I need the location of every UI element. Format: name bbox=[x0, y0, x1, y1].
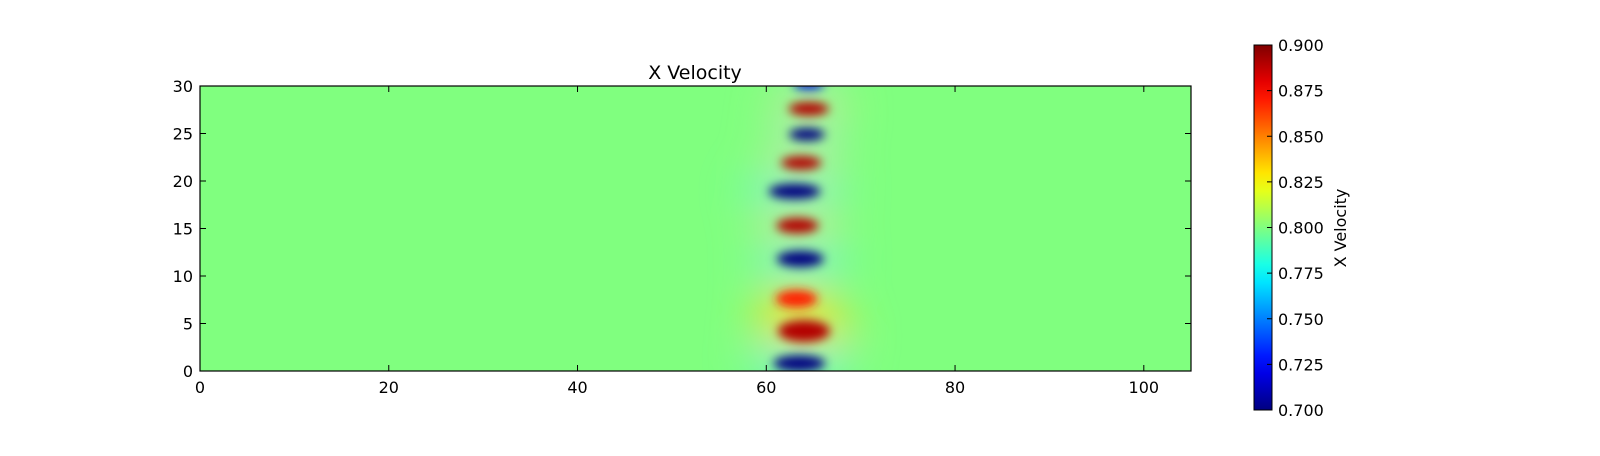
chart-title: X Velocity bbox=[648, 62, 742, 84]
x-tick-label: 20 bbox=[379, 378, 399, 397]
heatmap-feature bbox=[776, 218, 819, 234]
x-axis: 0 20 40 60 80 100 bbox=[195, 86, 1159, 397]
heatmap-feature bbox=[778, 320, 830, 343]
x-tick-label: 60 bbox=[756, 378, 776, 397]
y-tick-label: 10 bbox=[173, 267, 193, 286]
colorbar: 0.700 0.725 0.750 0.775 0.800 0.825 0.850 0.875… bbox=[1253, 36, 1350, 420]
heatmap-feature bbox=[780, 156, 822, 170]
heatmap-feature bbox=[773, 355, 826, 371]
y-tick-label: 15 bbox=[173, 220, 193, 239]
colorbar-tick-label: 0.900 bbox=[1278, 36, 1324, 55]
y-tick-label: 5 bbox=[183, 315, 193, 334]
colorbar-label: X Velocity bbox=[1331, 189, 1350, 268]
colorbar-tick-label: 0.750 bbox=[1278, 310, 1324, 329]
heatmap-halo bbox=[777, 86, 840, 92]
colorbar-tick-label: 0.800 bbox=[1278, 219, 1324, 238]
heatmap-feature bbox=[793, 86, 824, 90]
heatmap-feature bbox=[775, 290, 818, 308]
x-tick-label: 80 bbox=[945, 378, 965, 397]
colorbar-tick-label: 0.850 bbox=[1278, 127, 1324, 146]
colorbar-tick-label: 0.700 bbox=[1278, 401, 1324, 420]
y-tick-label: 20 bbox=[173, 172, 193, 191]
y-tick-label: 25 bbox=[173, 125, 193, 144]
x-tick-label: 40 bbox=[567, 378, 587, 397]
colorbar-ticks: 0.700 0.725 0.750 0.775 0.800 0.825 0.850 0.875… bbox=[1267, 36, 1324, 420]
y-tick-label: 30 bbox=[173, 77, 193, 96]
colorbar-tick-label: 0.825 bbox=[1278, 173, 1324, 192]
heatmap-feature bbox=[776, 250, 824, 267]
heatmap-feature bbox=[788, 128, 825, 141]
heatmap-plot-area bbox=[200, 86, 1191, 371]
colorbar-tick-label: 0.775 bbox=[1278, 264, 1324, 283]
heatmap-feature bbox=[768, 183, 821, 200]
y-axis: 0 5 10 15 20 25 30 bbox=[173, 77, 1191, 381]
heatmap-feature bbox=[788, 102, 830, 116]
colorbar-tick-label: 0.875 bbox=[1278, 82, 1324, 101]
x-tick-label: 100 bbox=[1129, 378, 1160, 397]
heatmap-background bbox=[200, 86, 1191, 371]
colorbar-tick-label: 0.725 bbox=[1278, 355, 1324, 374]
y-tick-label: 0 bbox=[183, 362, 193, 381]
heatmap-feature-layer bbox=[768, 86, 830, 371]
x-tick-label: 0 bbox=[195, 378, 205, 397]
